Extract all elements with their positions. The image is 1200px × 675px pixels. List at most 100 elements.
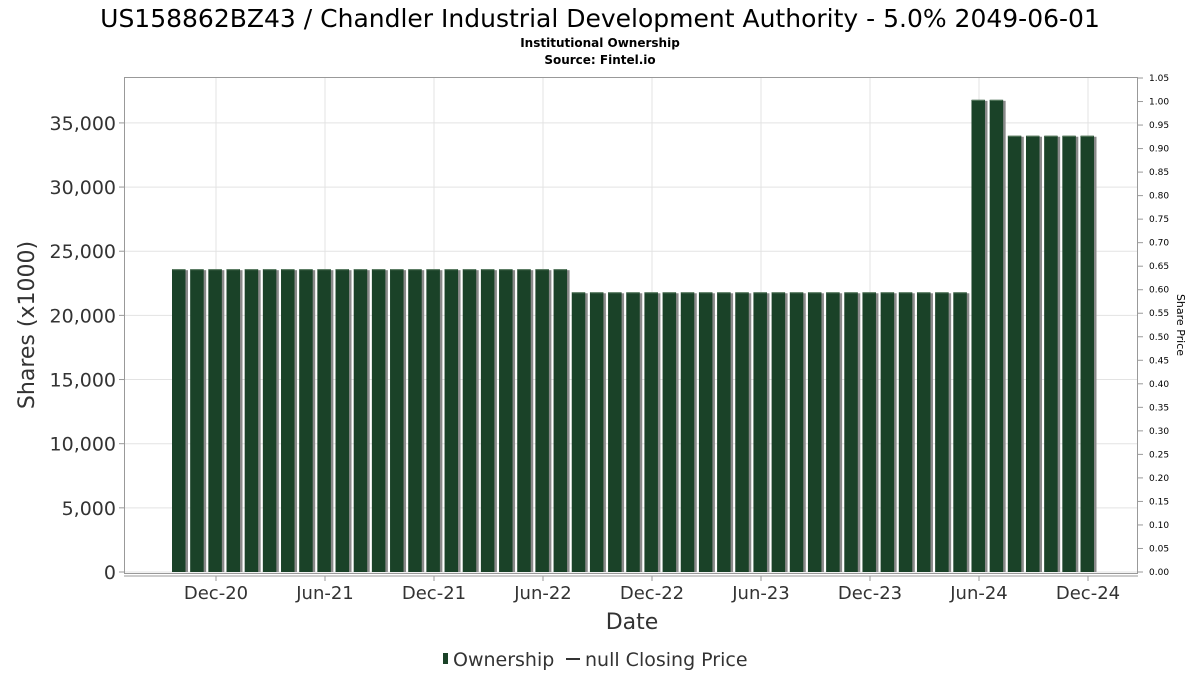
x-axis-title: Date <box>606 610 659 635</box>
ownership-bar <box>408 269 422 572</box>
y2-tick-label: 1.00 <box>1149 98 1169 108</box>
ownership-bar <box>789 292 804 572</box>
y2-tick-label: 0.30 <box>1149 427 1169 437</box>
ownership-bar <box>317 269 331 572</box>
y2-tick-label: 0.25 <box>1149 450 1169 460</box>
ownership-bar <box>299 269 313 572</box>
y2-tick-label: 0.90 <box>1149 145 1169 155</box>
chart-source: Source: Fintel.io <box>544 53 655 67</box>
y2-tick-label: 0.70 <box>1149 239 1169 249</box>
ownership-bar <box>644 292 658 572</box>
chart-title: US158862BZ43 / Chandler Industrial Devel… <box>100 4 1100 33</box>
y-tick-label: 10,000 <box>50 434 116 456</box>
y2-tick-label: 0.60 <box>1149 286 1169 296</box>
ownership-bar <box>989 99 1004 572</box>
legend-ownership-swatch <box>443 653 448 664</box>
ownership-bar <box>553 269 568 572</box>
ownership-bar <box>862 292 876 572</box>
y2-tick-label: 0.75 <box>1149 215 1169 225</box>
y2-tick-label: 0.95 <box>1149 121 1169 131</box>
x-tick-label: Dec-22 <box>620 583 684 604</box>
y-axis-ticks: 0 5,000 10,000 15,000 20,000 25,000 30,000 35,0… <box>50 113 124 584</box>
ownership-bar <box>1025 135 1040 572</box>
ownership-bar <box>844 292 858 572</box>
x-tick-label: Jun-23 <box>731 583 790 604</box>
ownership-bar <box>953 292 967 572</box>
y2-tick-label: 0.65 <box>1149 262 1169 272</box>
ownership-bar <box>608 292 622 572</box>
y-tick-label: 35,000 <box>50 113 116 135</box>
ownership-bar <box>226 269 241 572</box>
x-tick-label: Dec-21 <box>402 583 466 604</box>
ownership-bar <box>1044 135 1058 572</box>
y2-tick-label: 0.20 <box>1149 474 1169 484</box>
y-tick-label: 0 <box>104 562 116 584</box>
legend-closing-price-label: null Closing Price <box>585 649 748 671</box>
x-tick-label: Dec-23 <box>838 583 902 604</box>
y2-tick-label: 0.80 <box>1149 192 1169 202</box>
ownership-bar <box>626 292 640 572</box>
x-axis-ticks: Dec-20 Jun-21 Dec-21 Jun-22 Dec-22 Jun-23 Dec-… <box>184 576 1120 604</box>
ownership-bar <box>444 269 459 572</box>
y2-tick-label: 0.55 <box>1149 309 1169 319</box>
ownership-bar <box>935 292 949 572</box>
ownership-bar <box>880 292 895 572</box>
ownership-bar <box>172 269 186 572</box>
ownership-bar <box>499 269 513 572</box>
y2-axis-title: Share Price <box>1174 294 1187 356</box>
ownership-bar <box>353 269 368 572</box>
ownership-bar <box>281 269 295 572</box>
ownership-bar <box>662 292 677 572</box>
ownership-bar <box>371 269 386 572</box>
y-tick-label: 30,000 <box>50 177 116 199</box>
ownership-bar <box>190 269 204 572</box>
ownership-bar <box>262 269 277 572</box>
ownership-bar <box>244 269 259 572</box>
ownership-bar <box>680 292 695 572</box>
y2-tick-label: 0.00 <box>1149 568 1169 578</box>
x-tick-label: Dec-24 <box>1056 583 1120 604</box>
ownership-bar <box>1080 135 1094 572</box>
y-tick-label: 25,000 <box>50 241 116 263</box>
ownership-bar <box>390 269 404 572</box>
legend: Ownership null Closing Price <box>443 649 748 671</box>
y2-axis-ticks: 0.00 0.05 0.10 0.15 0.20 0.25 0.30 0.35 0.40 0.45… <box>1138 74 1169 578</box>
ownership-bar <box>916 292 931 572</box>
x-tick-label: Jun-21 <box>295 583 354 604</box>
ownership-bar <box>971 99 985 572</box>
y2-tick-label: 0.35 <box>1149 403 1169 413</box>
x-tick-label: Jun-22 <box>513 583 572 604</box>
y2-tick-label: 0.10 <box>1149 521 1169 531</box>
ownership-bar <box>698 292 713 572</box>
y2-tick-label: 0.15 <box>1149 497 1169 507</box>
y2-tick-label: 0.45 <box>1149 356 1169 366</box>
ownership-bar <box>589 292 604 572</box>
ownership-bar <box>826 292 840 572</box>
ownership-bar <box>208 269 222 572</box>
ownership-bar <box>571 292 586 572</box>
y2-tick-label: 0.05 <box>1149 544 1169 554</box>
ownership-bar <box>717 292 731 572</box>
ownership-bar <box>462 269 477 572</box>
ownership-bar <box>771 292 786 572</box>
ownership-bar <box>1007 135 1022 572</box>
ownership-bar <box>735 292 749 572</box>
y2-tick-label: 0.40 <box>1149 380 1169 390</box>
y-tick-label: 5,000 <box>62 498 116 520</box>
ownership-bar <box>1062 135 1076 572</box>
chart-subtitle: Institutional Ownership <box>520 36 680 50</box>
ownership-bar <box>517 269 531 572</box>
ownership-bar <box>480 269 495 572</box>
ownership-bar <box>807 292 822 572</box>
y2-tick-label: 1.05 <box>1149 74 1169 84</box>
y-axis-title: Shares (x1000) <box>15 241 40 409</box>
y-tick-label: 20,000 <box>50 305 116 327</box>
ownership-bar <box>335 269 350 572</box>
y2-tick-label: 0.85 <box>1149 168 1169 178</box>
plot-area <box>124 77 1138 574</box>
ownership-bar <box>426 269 440 572</box>
y-tick-label: 15,000 <box>50 370 116 392</box>
ownership-bar <box>535 269 549 572</box>
x-tick-label: Dec-20 <box>184 583 248 604</box>
